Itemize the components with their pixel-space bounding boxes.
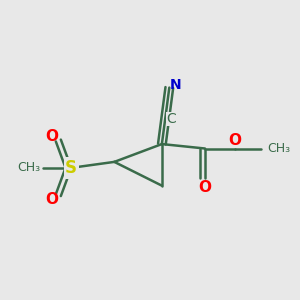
Text: CH₃: CH₃ (267, 142, 290, 155)
Text: N: N (170, 78, 182, 92)
Text: C: C (166, 112, 176, 126)
Text: S: S (65, 159, 77, 177)
Text: O: O (45, 191, 58, 206)
Text: CH₃: CH₃ (17, 161, 40, 174)
Text: O: O (228, 133, 241, 148)
Text: O: O (199, 180, 212, 195)
Text: O: O (45, 129, 58, 144)
